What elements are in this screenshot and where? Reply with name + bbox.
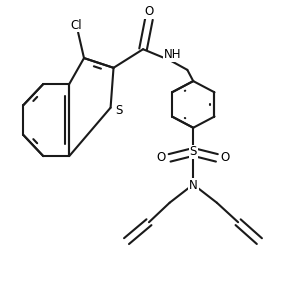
Text: S: S bbox=[116, 104, 123, 117]
Text: O: O bbox=[221, 151, 230, 164]
Text: O: O bbox=[144, 5, 154, 18]
Text: Cl: Cl bbox=[71, 18, 82, 32]
Text: O: O bbox=[157, 151, 166, 164]
Text: NH: NH bbox=[164, 48, 181, 61]
Text: N: N bbox=[189, 179, 198, 192]
Text: S: S bbox=[189, 145, 197, 159]
